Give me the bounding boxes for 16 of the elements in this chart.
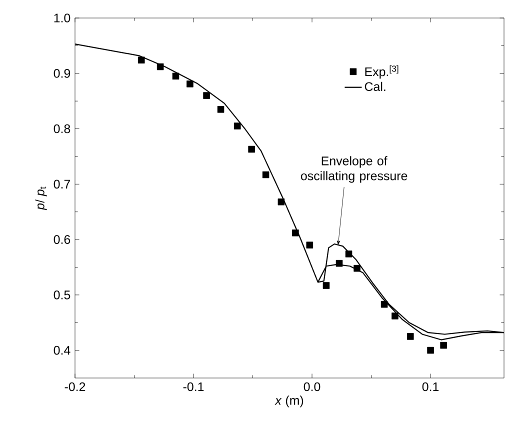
y-tick-label: 0.6: [54, 235, 70, 244]
annotation: Envelope of oscillating pressure: [300, 156, 408, 183]
x-tick-label: -0.1: [183, 382, 204, 392]
x-tick-label: 0.0: [304, 382, 320, 392]
y-tick-label: 0.4: [54, 346, 70, 355]
x-tick-label: 0.1: [422, 382, 439, 392]
y-tick-label: 0.5: [54, 290, 70, 300]
y-tick-label: 0.9: [54, 68, 70, 78]
x-tick-label: -0.2: [64, 382, 86, 392]
x-axis-title: x (m): [274, 396, 304, 408]
y-tick-label: 0.8: [54, 124, 70, 134]
legend-label: Cal.: [364, 82, 386, 92]
y-tick-label: 1.0: [54, 14, 70, 22]
legend-label: Exp.$^{[3]}$: [365, 65, 398, 79]
y-axis-title: p/ p$_{t}$: [35, 186, 47, 210]
y-tick-label: 0.7: [54, 180, 70, 189]
